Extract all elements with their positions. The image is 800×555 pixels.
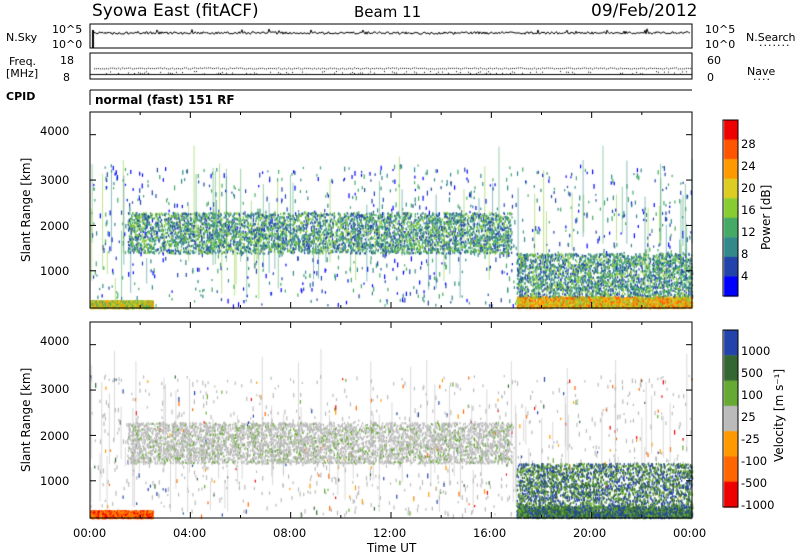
velocity-ytick-1000: 1000	[40, 474, 70, 488]
power-cbar-tick-4: 4	[741, 269, 749, 283]
velocity-ytick-3000: 3000	[40, 382, 70, 396]
power-cbar-label: Power [dB]	[759, 184, 773, 250]
freq-tick-bottom: 8	[63, 71, 70, 84]
nsearch-tick-bottom: 10^0	[705, 38, 736, 51]
xtick-0400: 04:00	[173, 526, 207, 540]
xtick-0800: 08:00	[273, 526, 307, 540]
velocity-ytick-2000: 2000	[40, 429, 70, 443]
nave-tick-top: 60	[707, 54, 721, 67]
xtick-1600: 16:00	[473, 526, 507, 540]
cpid-label: CPID	[6, 90, 36, 103]
date-label: 09/Feb/2012	[591, 1, 698, 21]
xtick-2000: 20:00	[573, 526, 607, 540]
vel-cbar-tick-500: 500	[741, 366, 763, 380]
power-cbar-tick-28: 28	[741, 137, 756, 151]
power-cbar-tick-20: 20	[741, 181, 756, 195]
xtick-0000: 00:00	[73, 526, 107, 540]
freq-unit: [MHz]	[6, 67, 39, 80]
nsky-tick-bottom: 10^0	[52, 38, 83, 51]
radar-title: Syowa East (fitACF)	[92, 1, 259, 21]
power-ytick-2000: 2000	[40, 219, 70, 233]
nsky-label: N.Sky	[6, 31, 38, 44]
power-ytick-1000: 1000	[40, 264, 70, 278]
power-panel	[89, 111, 693, 309]
power-cbar-tick-24: 24	[741, 159, 756, 173]
nave-tick-bottom: 0	[707, 71, 714, 84]
xtick-1200: 12:00	[373, 526, 407, 540]
power-ylabel: Slant Range [km]	[19, 157, 33, 262]
power-ytick-4000: 4000	[40, 124, 70, 138]
velocity-panel	[89, 321, 693, 519]
power-ytick-3000: 3000	[40, 173, 70, 187]
vel-cbar-tick-minus100: -100	[741, 454, 768, 468]
xlabel: Time UT	[367, 541, 417, 555]
nsky-panel	[89, 23, 693, 49]
freq-tick-top: 18	[60, 54, 74, 67]
power-cbar-tick-8: 8	[741, 247, 749, 261]
velocity-colorbar	[722, 329, 739, 508]
vel-cbar-tick-100: 100	[741, 388, 763, 402]
velocity-ylabel: Slant Range [km]	[19, 367, 33, 472]
velocity-cbar-label: Velocity [m s⁻¹]	[772, 368, 786, 462]
nsearch-legend-dots: ·······	[759, 39, 791, 52]
vel-cbar-tick-25: 25	[741, 410, 756, 424]
beam-label: Beam 11	[354, 3, 422, 21]
velocity-ytick-4000: 4000	[40, 334, 70, 348]
nave-label: Nave	[747, 65, 776, 78]
vel-cbar-tick-minus1000: -1000	[741, 498, 775, 512]
power-colorbar	[722, 119, 739, 297]
cpid-text: normal (fast) 151 RF	[95, 93, 235, 107]
power-cbar-tick-12: 12	[741, 225, 756, 239]
nsearch-tick-top: 10^5	[705, 23, 736, 36]
vel-cbar-tick-minus25: -25	[741, 432, 760, 446]
nsky-tick-top: 10^5	[52, 23, 83, 36]
power-cbar-tick-16: 16	[741, 203, 756, 217]
xtick-2400: 00:00	[673, 526, 707, 540]
nave-legend-dots: ····	[753, 73, 771, 86]
vel-cbar-tick-minus500: -500	[741, 476, 768, 490]
vel-cbar-tick-1000: 1000	[741, 344, 771, 358]
nsearch-label: N.Search	[746, 31, 796, 44]
freq-label: Freq.	[9, 55, 37, 68]
freq-panel	[89, 52, 693, 80]
